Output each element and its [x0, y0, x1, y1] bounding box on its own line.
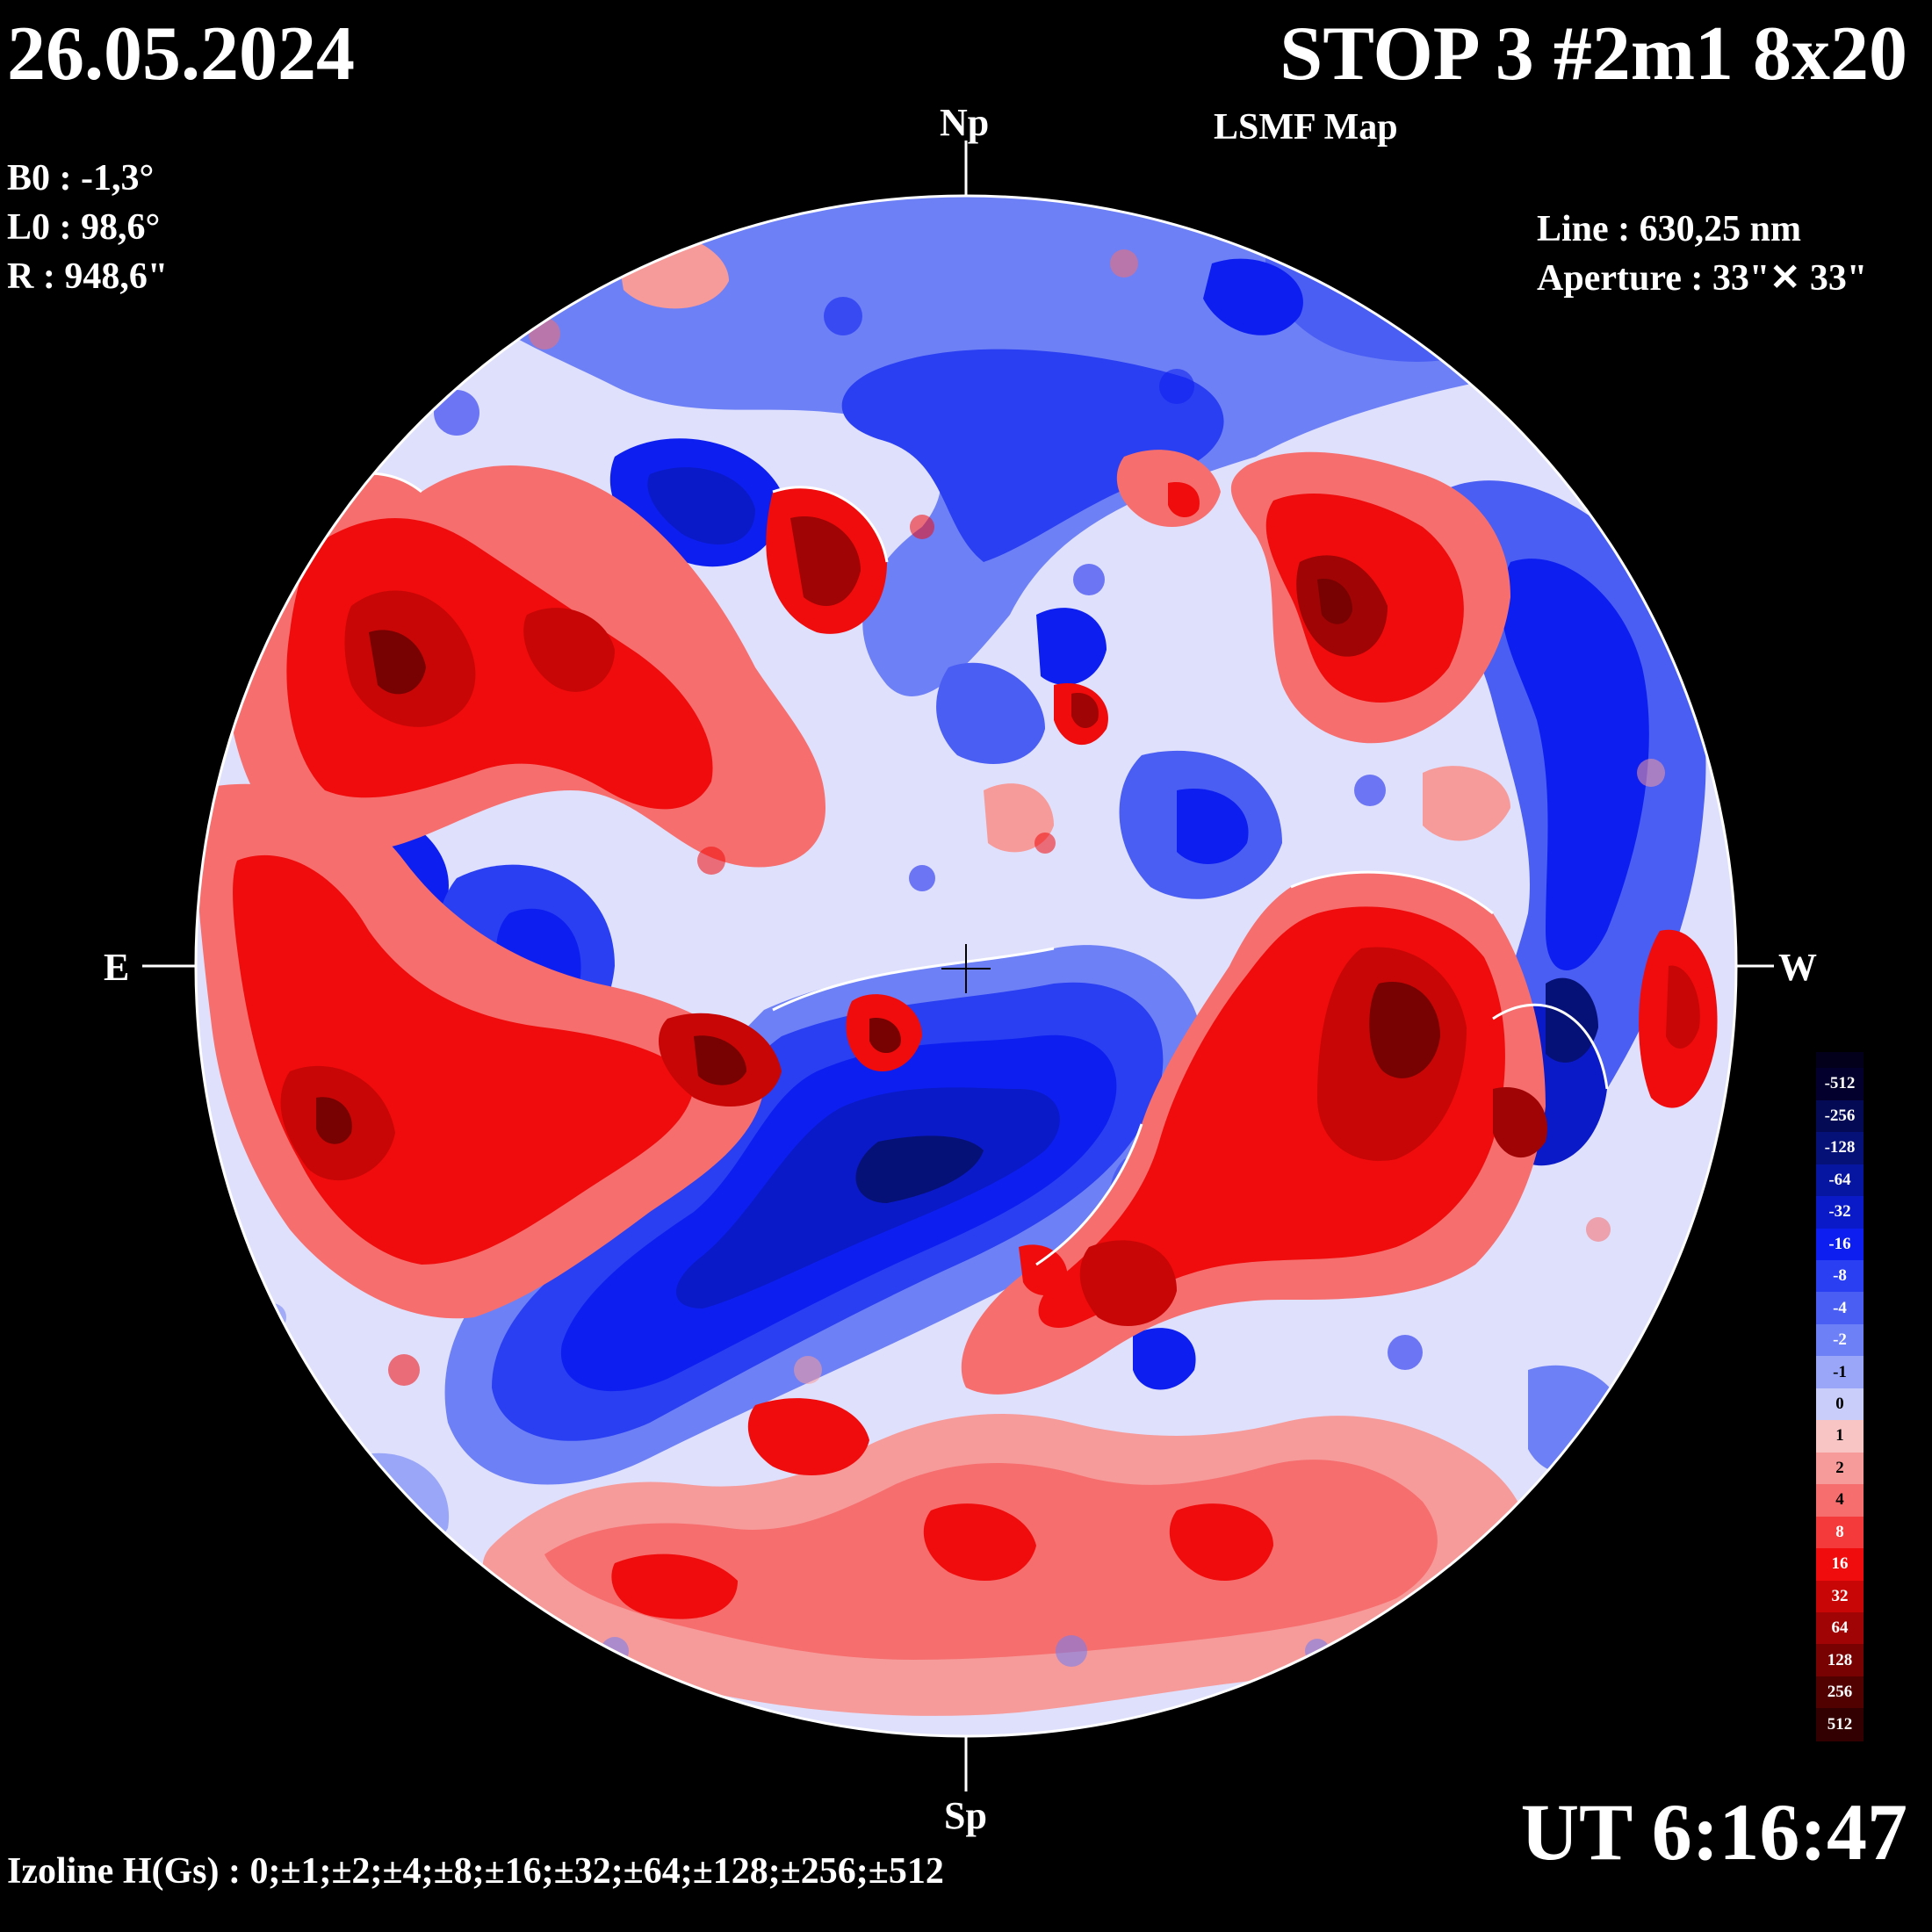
solar-disk [196, 196, 1736, 1736]
map-subtitle: LSMF Map [1214, 107, 1398, 148]
color-scale-legend: -512 -256 -128 -64 -32 -16 -8 -4 -2 -1 0 1 2 4 8 16 32 64… [1816, 1052, 1864, 1756]
colorbar-swatch [1816, 1068, 1864, 1101]
colorbar-label: 64 [1831, 1618, 1849, 1638]
center-crosshair [941, 944, 991, 993]
west-label: W [1778, 946, 1817, 989]
colorbar-swatch [1816, 1484, 1864, 1517]
colorbar-swatch [1816, 1259, 1864, 1294]
colorbar-swatch [1816, 1452, 1864, 1486]
axis-ticks [142, 141, 1774, 1791]
colorbar-swatch [1816, 1708, 1864, 1741]
north-pole-label: Np [940, 101, 990, 144]
colorbar-label: 512 [1827, 1714, 1853, 1734]
colorbar-label: 128 [1827, 1650, 1853, 1669]
colorbar-swatch [1816, 1292, 1864, 1325]
colorbar-label: 16 [1831, 1554, 1849, 1574]
colorbar-label: 0 [1835, 1395, 1844, 1413]
colorbar-swatch [1816, 1356, 1864, 1389]
colorbar-label: 2 [1835, 1458, 1844, 1477]
param-l0: L0 : 98,6° [7, 207, 161, 248]
colorbar-swatch [1816, 1580, 1864, 1613]
colorbar-label: -4 [1833, 1298, 1847, 1317]
param-b0: B0 : -1,3° [7, 158, 155, 198]
colorbar-swatch [1816, 1644, 1864, 1677]
observation-time: UT 6:16:47 [1520, 1787, 1907, 1877]
colorbar-label: -128 [1824, 1138, 1856, 1157]
colorbar-swatch [1816, 1516, 1864, 1550]
colorbar-swatch [1816, 1611, 1864, 1646]
colorbar-swatch [1816, 1388, 1864, 1422]
colorbar-label: 32 [1831, 1586, 1849, 1605]
colorbar-label: -1 [1833, 1362, 1847, 1381]
south-pole-label: Sp [944, 1794, 987, 1837]
map-title: STOP 3 #2m1 8x20 [1280, 11, 1907, 97]
colorbar-label: -32 [1828, 1202, 1851, 1222]
isoline-levels: Izoline H(Gs) : 0;±1;±2;±4;±8;±16;±32;±6… [7, 1851, 944, 1892]
colorbar-label: -64 [1828, 1170, 1851, 1189]
spectral-line: Line : 630,25 nm [1537, 209, 1802, 249]
colorbar-swatch [1816, 1323, 1864, 1358]
colorbar-label: 8 [1835, 1522, 1844, 1541]
colorbar-swatch [1816, 1099, 1864, 1134]
negative-polarity-regions [202, 196, 1706, 1588]
colorbar-swatch [1816, 1164, 1864, 1198]
colorbar-swatch [1816, 1196, 1864, 1229]
colorbar-label: -2 [1833, 1330, 1847, 1350]
colorbar-swatch [1816, 1420, 1864, 1453]
colorbar-label: -8 [1833, 1266, 1847, 1286]
colorbar-label: -16 [1828, 1234, 1851, 1253]
param-radius: R : 948,6" [7, 256, 169, 297]
observation-date: 26.05.2024 [7, 11, 355, 97]
aperture-size: Aperture : 33"✕ 33" [1537, 258, 1868, 299]
colorbar-swatch [1816, 1676, 1864, 1710]
colorbar-swatch [1816, 1228, 1864, 1261]
colorbar-label: -512 [1824, 1074, 1856, 1093]
colorbar-label: 256 [1827, 1683, 1853, 1702]
colorbar-label: -256 [1824, 1106, 1856, 1125]
colorbar-swatch [1816, 1132, 1864, 1165]
colorbar-swatch [1816, 1548, 1864, 1582]
east-label: E [104, 946, 130, 989]
positive-polarity-regions [196, 231, 1718, 1716]
colorbar-label: 4 [1835, 1490, 1844, 1510]
colorbar-label: 1 [1835, 1426, 1844, 1445]
